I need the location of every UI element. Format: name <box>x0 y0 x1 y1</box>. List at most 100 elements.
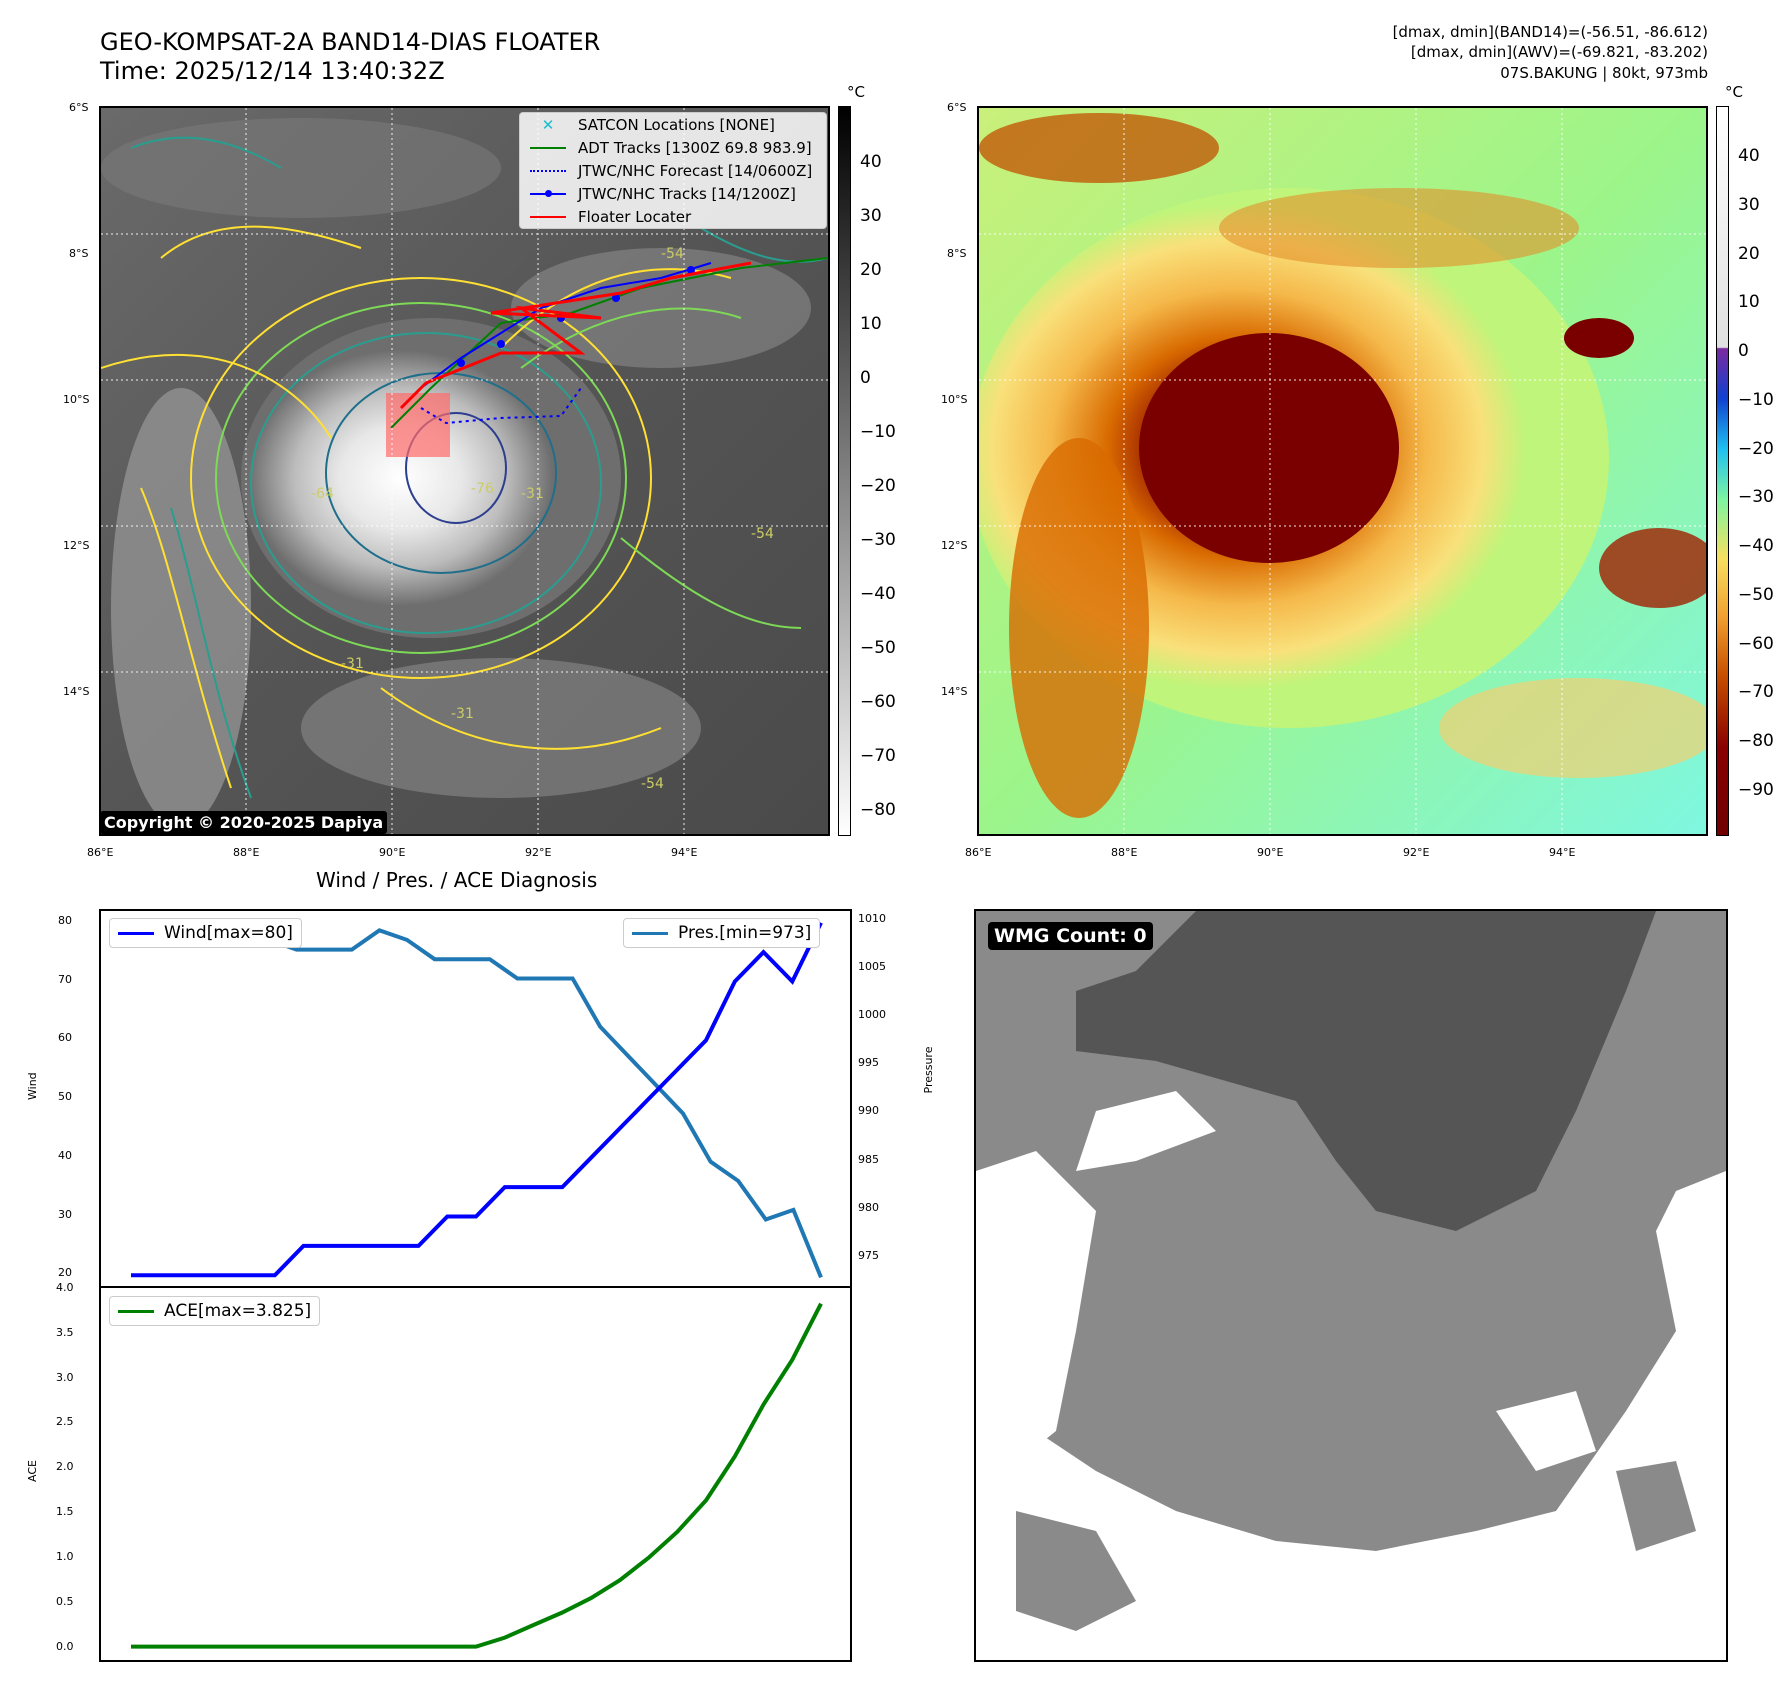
ace-panel <box>99 1286 852 1662</box>
wind-tick: 40 <box>58 1148 72 1162</box>
ir-colorbar-tick: 0 <box>860 368 871 388</box>
pressure-tick: 1010 <box>858 911 886 925</box>
wv-lat-label: 14°S <box>941 685 968 698</box>
pressure-series-line <box>131 928 823 1279</box>
wind-tick: 30 <box>58 1207 72 1221</box>
info-band14: [dmax, dmin](BAND14)=(-56.51, -86.612) <box>1392 23 1708 41</box>
wv-lat-label: 12°S <box>941 539 968 552</box>
wmg-count-badge: WMG Count: 0 <box>988 922 1153 950</box>
legend-tracks: JTWC/NHC Tracks [14/1200Z] <box>520 182 826 205</box>
wv-lon-label: 90°E <box>1257 846 1284 859</box>
wv-lon-label: 88°E <box>1111 846 1138 859</box>
dot-line-swatch-icon <box>530 189 566 197</box>
ir-lat-label: 12°S <box>63 539 90 552</box>
wv-colorbar-tick: −30 <box>1738 487 1774 508</box>
pressure-tick: 985 <box>858 1152 879 1166</box>
wind-tick: 60 <box>58 1031 72 1045</box>
wv-colorbar-tick: 10 <box>1738 292 1760 313</box>
ir-colorbar-tick: 30 <box>860 206 882 226</box>
wv-lat-label: 10°S <box>941 393 968 406</box>
ir-colorbar-tick: −80 <box>860 800 896 820</box>
wv-colorbar-tick: 0 <box>1738 341 1749 362</box>
ir-colorbar-tick: −70 <box>860 746 896 766</box>
pressure-axis-label: Pressure <box>922 1046 935 1094</box>
wv-map-panel <box>977 106 1708 836</box>
wv-map-image <box>979 108 1706 834</box>
pressure-tick: 990 <box>858 1104 879 1118</box>
contour-label: -54 <box>751 526 774 542</box>
pressure-tick: 1000 <box>858 1008 886 1022</box>
contour-label: -31 <box>451 706 474 722</box>
ir-colorbar-tick: 10 <box>860 314 882 334</box>
ir-colorbar-tick: 40 <box>860 152 882 172</box>
legend-forecast: JTWC/NHC Forecast [14/0600Z] <box>520 159 826 182</box>
wv-colorbar-tick: −10 <box>1738 389 1774 410</box>
wind-series-line <box>131 921 823 1278</box>
wv-colorbar-tick: −70 <box>1738 682 1774 703</box>
ir-colorbar <box>838 106 851 836</box>
wv-lon-label: 94°E <box>1549 846 1576 859</box>
figure-title: GEO-KOMPSAT-2A BAND14-DIAS FLOATER <box>100 28 601 56</box>
contour-label: -64 <box>311 486 334 502</box>
ir-colorbar-tick: −10 <box>860 422 896 442</box>
ir-colorbar-tick: −30 <box>860 530 896 550</box>
wv-colorbar-tick: −80 <box>1738 731 1774 752</box>
x-marker-icon: ✕ <box>541 115 555 134</box>
ir-colorbar-tick: −40 <box>860 584 896 604</box>
wv-colorbar-tick: −90 <box>1738 780 1774 800</box>
ace-tick: 2.5 <box>56 1415 74 1429</box>
diagnosis-title: Wind / Pres. / ACE Diagnosis <box>316 868 598 892</box>
wv-colorbar-tick: 20 <box>1738 243 1760 264</box>
pressure-legend: Pres.[min=973] <box>623 918 821 948</box>
wmg-image <box>976 911 1726 1660</box>
ir-colorbar-unit: °C <box>847 83 865 101</box>
line-swatch-icon <box>530 146 566 149</box>
contour-label: -76 <box>471 481 494 497</box>
dotted-swatch-icon <box>530 169 566 172</box>
wv-lon-label: 92°E <box>1403 846 1430 859</box>
wv-lat-label: 6°S <box>947 101 967 114</box>
ir-map-image: -64 -54 -31 -76 -31 -54 -31 -54 <box>101 108 828 834</box>
wmg-panel <box>974 909 1728 1662</box>
ace-tick: 4.0 <box>56 1281 74 1294</box>
ir-map-panel: -64 -54 -31 -76 -31 -54 -31 -54 <box>99 106 830 836</box>
wv-colorbar-tick: 40 <box>1738 146 1760 166</box>
line-swatch-icon <box>118 931 154 935</box>
ir-colorbar-tick: 20 <box>860 260 882 280</box>
legend-adt: ADT Tracks [1300Z 69.8 983.9] <box>520 136 826 159</box>
ir-lon-label: 88°E <box>233 846 260 859</box>
ir-colorbar-tick: −50 <box>860 638 896 658</box>
wv-colorbar-tick: −20 <box>1738 438 1774 459</box>
ace-plot <box>131 1302 823 1649</box>
ace-tick: 3.0 <box>56 1370 74 1384</box>
ace-tick: 0.5 <box>56 1594 74 1608</box>
contour-label: -54 <box>661 246 684 262</box>
wv-colorbar-unit: °C <box>1725 83 1743 101</box>
ir-lon-label: 94°E <box>671 846 698 859</box>
info-storm: 07S.BAKUNG | 80kt, 973mb <box>1500 64 1708 82</box>
ir-colorbar-tick: −60 <box>860 692 896 712</box>
wv-colorbar-tick: −60 <box>1738 633 1774 654</box>
wv-colorbar <box>1716 106 1729 836</box>
wv-colorbar-tick: −40 <box>1738 536 1774 557</box>
wind-tick: 80 <box>58 913 72 927</box>
ace-tick: 0.0 <box>56 1639 74 1653</box>
wind-pres-plot <box>131 921 823 1279</box>
line-swatch-icon <box>530 215 566 218</box>
pressure-tick: 995 <box>858 1056 879 1070</box>
wind-pres-panel <box>99 909 852 1287</box>
ir-lat-label: 6°S <box>69 101 89 114</box>
ace-series-line <box>131 1302 823 1649</box>
ir-lon-label: 90°E <box>379 846 406 859</box>
ir-lat-label: 10°S <box>63 393 90 406</box>
ace-tick: 2.0 <box>56 1460 74 1474</box>
figure-time: Time: 2025/12/14 13:40:32Z <box>100 57 445 85</box>
map-legend: ✕ SATCON Locations [NONE] ADT Tracks [13… <box>519 112 827 229</box>
ir-lon-label: 92°E <box>525 846 552 859</box>
contour-label: -31 <box>521 486 544 502</box>
pressure-tick: 975 <box>858 1249 879 1263</box>
ace-tick: 3.5 <box>56 1325 74 1339</box>
wv-colorbar-tick: −50 <box>1738 584 1774 605</box>
ir-lat-label: 8°S <box>69 247 89 260</box>
wv-lon-label: 86°E <box>965 846 992 859</box>
